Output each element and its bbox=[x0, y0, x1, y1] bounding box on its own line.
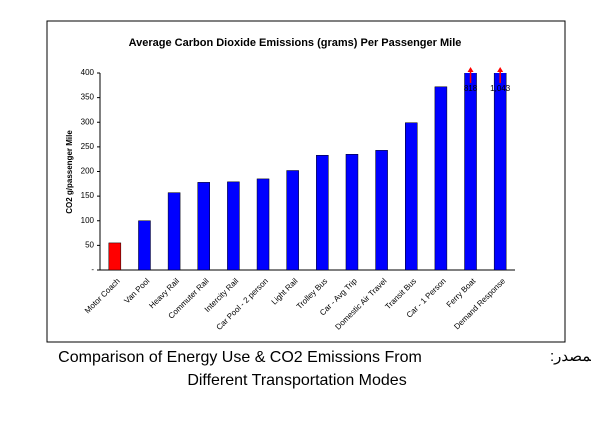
y-tick-label: - bbox=[91, 265, 94, 274]
chart-frame bbox=[46, 20, 566, 343]
bar bbox=[108, 242, 122, 270]
y-tick-label: 100 bbox=[81, 216, 95, 225]
bar bbox=[316, 154, 329, 270]
bar bbox=[375, 150, 388, 270]
bar bbox=[434, 86, 448, 270]
chart-title: Average Carbon Dioxide Emissions (grams)… bbox=[129, 37, 462, 49]
bar bbox=[138, 220, 151, 270]
source-label: المصدر: bbox=[550, 348, 591, 365]
y-tick-label: 300 bbox=[81, 117, 95, 126]
y-tick-label: 50 bbox=[85, 240, 94, 249]
y-tick-label: 150 bbox=[81, 191, 95, 200]
y-tick-label: 250 bbox=[81, 142, 95, 151]
bar bbox=[405, 122, 418, 270]
value-label: 1,043 bbox=[490, 84, 511, 93]
y-axis-label: CO2 g/passenger Mile bbox=[65, 130, 74, 214]
bar bbox=[227, 181, 240, 270]
bar bbox=[197, 182, 210, 270]
overflow-arrow-head bbox=[497, 67, 504, 72]
bar bbox=[493, 73, 507, 270]
plot-area bbox=[108, 73, 507, 270]
overflow-arrow-head bbox=[467, 67, 474, 72]
y-tick-label: 200 bbox=[81, 167, 95, 176]
bar bbox=[345, 154, 359, 270]
y-tick-label: 400 bbox=[81, 68, 95, 77]
bar bbox=[167, 192, 181, 270]
value-label: 818 bbox=[464, 84, 478, 93]
caption: Comparison of Energy Use & CO2 Emissions… bbox=[58, 349, 422, 366]
bar bbox=[286, 170, 299, 270]
caption: Different Transportation Modes bbox=[187, 372, 406, 389]
y-tick-label: 350 bbox=[81, 93, 95, 102]
bar bbox=[464, 73, 477, 270]
bar bbox=[256, 178, 270, 270]
